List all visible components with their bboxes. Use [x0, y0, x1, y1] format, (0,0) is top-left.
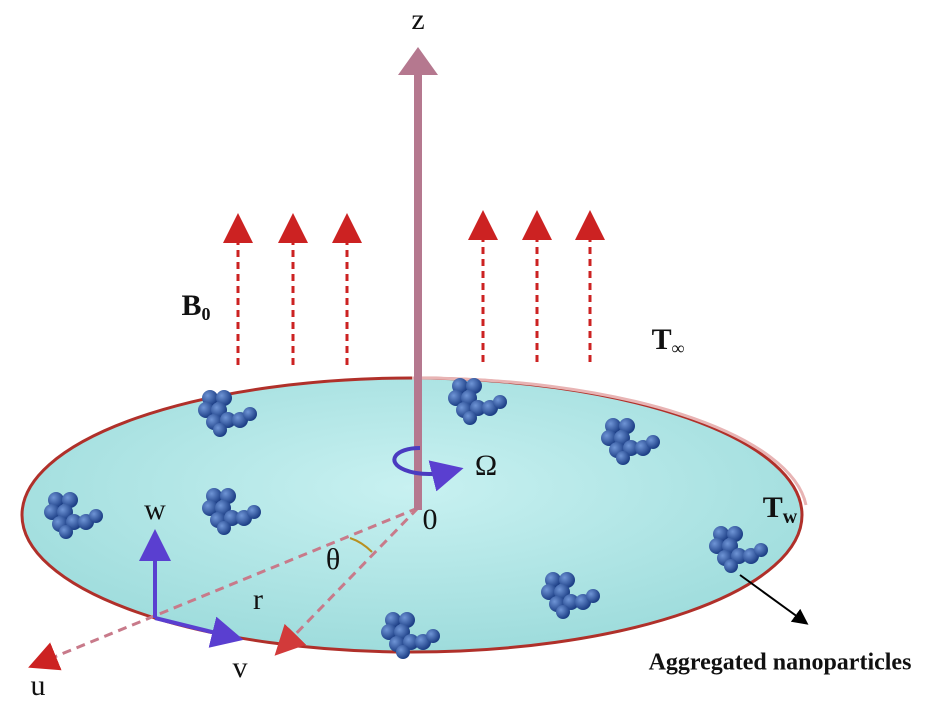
label-t-w-sub: w — [783, 506, 798, 528]
label-t-inf-sub: ∞ — [672, 338, 685, 358]
disk — [20, 376, 804, 654]
label-t-w: Tw — [763, 491, 798, 528]
label-b0-main: B — [181, 289, 201, 322]
label-aggregated: Aggregated nanoparticles — [649, 650, 912, 676]
label-v: v — [233, 651, 248, 684]
label-t-inf-main: T — [652, 323, 672, 356]
label-w: w — [144, 493, 166, 526]
label-t-w-main: T — [763, 491, 783, 524]
label-b0-sub: 0 — [202, 304, 211, 324]
label-t-inf: T∞ — [652, 323, 685, 358]
label-origin: 0 — [423, 503, 438, 536]
pointer-arrow — [739, 574, 809, 625]
z-axis — [398, 47, 438, 510]
label-theta: θ — [326, 543, 340, 576]
label-r: r — [253, 583, 263, 616]
label-omega: Ω — [475, 449, 497, 482]
rotation-arrow — [392, 446, 464, 492]
field-arrows — [223, 210, 605, 365]
label-z: z — [411, 3, 424, 36]
label-b0: B0 — [181, 289, 210, 324]
disk-rim — [411, 376, 808, 506]
coordinate-lines — [28, 506, 420, 671]
label-u: u — [31, 669, 46, 701]
